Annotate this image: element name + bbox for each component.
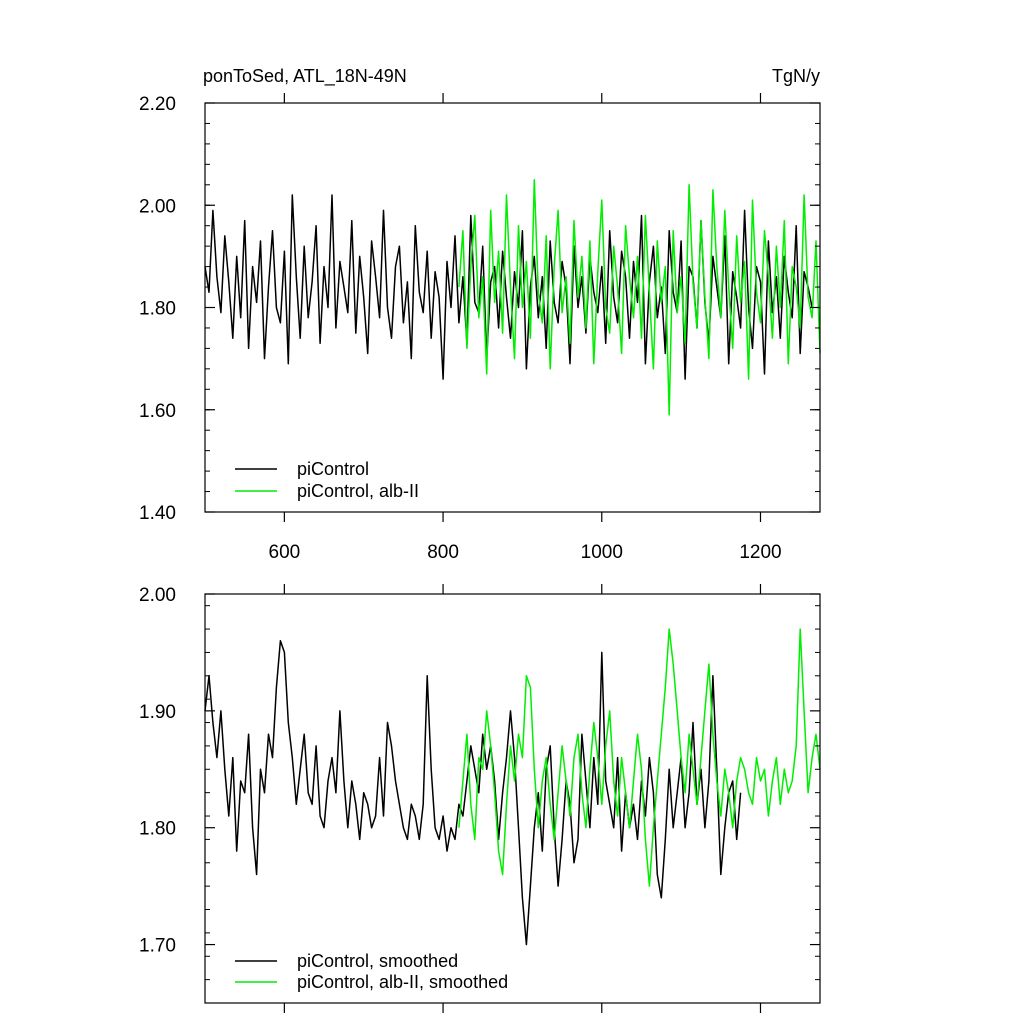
legend-label-picontrol-alb-ii: piControl, alb-II	[297, 481, 419, 501]
legend-label-picontrol-smoothed: piControl, smoothed	[297, 951, 458, 971]
bottom-panel: 1.70 1.80 1.90 2.00 piControl, smoothed piC…	[139, 584, 821, 1013]
bottom-y-tick-label: 1.70	[139, 936, 176, 957]
top-title-left: ponToSed, ATL_18N-49N	[203, 66, 407, 87]
top-y-tick-label: 1.60	[139, 401, 176, 422]
bottom-axes: 1.70 1.80 1.90 2.00	[139, 584, 820, 1013]
legend-label-picontrol-alb-ii-smoothed: piControl, alb-II, smoothed	[297, 972, 508, 992]
top-y-tick-label: 1.40	[139, 503, 176, 524]
top-panel: ponToSed, ATL_18N-49N TgN/y 1.40 1.60 1.80…	[139, 66, 821, 563]
bottom-series-line-picontrol-alb-ii	[458, 628, 821, 887]
top-legend: piControl piControl, alb-II	[235, 459, 419, 501]
bottom-y-tick-label: 1.80	[139, 819, 176, 840]
top-y-tick-label: 2.00	[139, 196, 176, 217]
bottom-series-line-picontrol	[204, 639, 742, 946]
top-series-group	[204, 178, 821, 416]
bottom-y-tick-label: 2.00	[139, 585, 176, 606]
top-axes: 1.40 1.60 1.80 2.00 2.20 600 800 1000 1200	[139, 93, 820, 563]
top-x-tick-label: 600	[269, 542, 301, 563]
top-plot-frame	[204, 102, 821, 513]
top-y-tick-label: 1.80	[139, 299, 176, 320]
top-y-tick-label: 2.20	[139, 94, 176, 115]
bottom-plot-frame	[204, 593, 821, 1004]
top-title-right: TgN/y	[772, 66, 820, 86]
top-x-tick-label: 1200	[739, 542, 781, 563]
legend-label-picontrol: piControl	[297, 459, 369, 479]
top-x-tick-label: 800	[427, 542, 459, 563]
bottom-legend: piControl, smoothed piControl, alb-II, s…	[235, 951, 508, 992]
top-series-line-picontrol-alb-ii	[458, 178, 821, 416]
bottom-series-group	[204, 628, 821, 946]
bottom-y-tick-label: 1.90	[139, 702, 176, 723]
top-x-tick-label: 1000	[581, 542, 623, 563]
